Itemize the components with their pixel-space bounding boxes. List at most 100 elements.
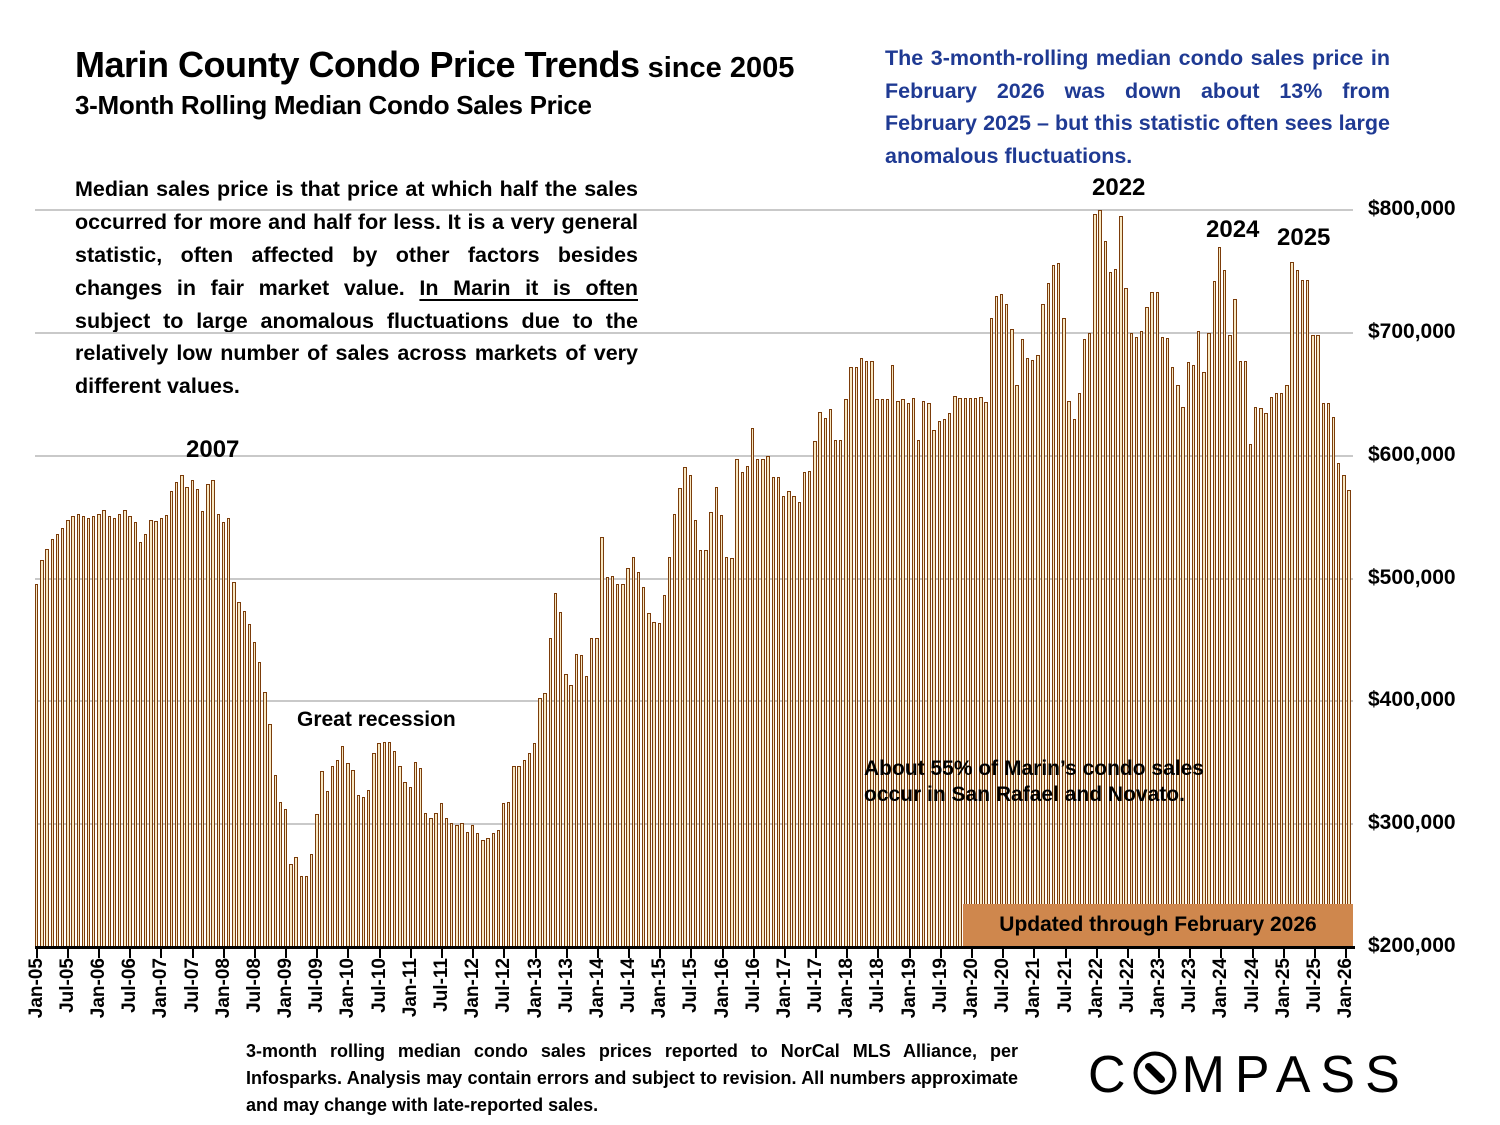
x-tick (378, 949, 381, 958)
page-title-suffix: since 2005 (639, 52, 795, 84)
bar (107, 515, 112, 947)
bar (278, 802, 283, 947)
x-tick (129, 949, 132, 958)
bar (605, 577, 610, 947)
bar (304, 875, 309, 947)
bar (1202, 372, 1206, 947)
bar (455, 825, 459, 947)
bar (538, 697, 542, 947)
x-tick-label: Jan-14 (586, 958, 608, 1019)
bar (828, 409, 833, 947)
bar (258, 662, 262, 947)
bar (1217, 247, 1222, 947)
bar (647, 612, 651, 947)
bar (169, 491, 174, 947)
bar (1067, 400, 1071, 947)
bar (164, 514, 169, 947)
bar (450, 822, 454, 947)
bar-series (35, 203, 1353, 947)
callout-text: The 3-month-rolling median condo sales p… (885, 46, 1390, 169)
annotation-2024: 2024 (1206, 216, 1260, 243)
bar (112, 518, 117, 947)
bar (206, 484, 210, 947)
bar (730, 557, 734, 947)
bar (590, 637, 594, 947)
bar (221, 522, 226, 947)
bar (92, 515, 96, 947)
x-tick (285, 949, 288, 958)
x-tick (721, 949, 724, 958)
bar (1010, 329, 1014, 947)
x-tick-label: Jul-15 (680, 958, 702, 1013)
bar (1114, 269, 1118, 947)
bar (237, 601, 241, 947)
bar (569, 685, 573, 947)
bar (994, 296, 999, 947)
x-tick-label: Jul-05 (56, 958, 78, 1013)
bar (1056, 263, 1061, 947)
y-tick-label: $200,000 (1368, 934, 1456, 957)
bar (818, 411, 822, 947)
bar (45, 549, 49, 947)
x-tick-label: Jan-11 (399, 958, 421, 1018)
x-tick (35, 949, 38, 958)
bar (190, 480, 195, 947)
title-block: Marin County Condo Price Trends since 20… (75, 44, 855, 121)
x-tick (752, 949, 755, 958)
x-tick-label: Jan-19 (898, 958, 920, 1019)
bar (398, 766, 402, 947)
bar (1197, 330, 1201, 947)
x-tick (316, 949, 319, 958)
bar (418, 767, 423, 947)
bar (1207, 333, 1211, 947)
bar (1150, 292, 1154, 947)
bar (652, 621, 656, 947)
x-tick-label: Jan-13 (524, 958, 546, 1019)
bar (133, 522, 137, 947)
x-tick (1220, 949, 1223, 958)
bar (875, 399, 879, 947)
bar (1321, 403, 1325, 947)
x-tick-label: Jul-12 (493, 958, 515, 1013)
bar (807, 470, 812, 947)
bar (1005, 303, 1009, 947)
bar (1015, 384, 1019, 947)
bar (118, 513, 122, 947)
bar (247, 624, 252, 947)
bar (195, 488, 200, 947)
bar (916, 439, 921, 947)
bar (1171, 367, 1175, 947)
description-post: due to the relatively low number of sale… (75, 308, 639, 399)
x-tick-label: Jul-07 (181, 958, 203, 1013)
x-tick (846, 949, 849, 958)
x-tick-label: Jan-17 (773, 958, 795, 1019)
x-tick-label: Jan-22 (1085, 958, 1107, 1019)
bar (1031, 360, 1035, 947)
bar (942, 418, 947, 947)
x-tick-label: Jan-25 (1272, 958, 1294, 1019)
bar (574, 653, 578, 947)
bar (579, 654, 584, 947)
gridline (35, 209, 1353, 212)
x-tick (659, 949, 662, 958)
updated-banner: Updated through February 2026 (963, 904, 1353, 946)
x-tick-label: Jan-12 (462, 958, 484, 1019)
bar (309, 853, 314, 947)
bar (429, 818, 433, 947)
bar (1041, 303, 1045, 947)
bar (1311, 335, 1315, 947)
bar (1280, 393, 1284, 947)
bar (1072, 418, 1076, 947)
bar (865, 361, 869, 947)
bar (1212, 281, 1216, 947)
bar (802, 471, 807, 947)
bar (1077, 393, 1082, 947)
bar (999, 293, 1004, 947)
bar (1093, 213, 1097, 947)
x-tick (1251, 949, 1254, 958)
x-tick-label: Jul-22 (1116, 958, 1138, 1013)
bar (616, 583, 620, 947)
bar (294, 857, 298, 947)
bar (662, 594, 667, 947)
